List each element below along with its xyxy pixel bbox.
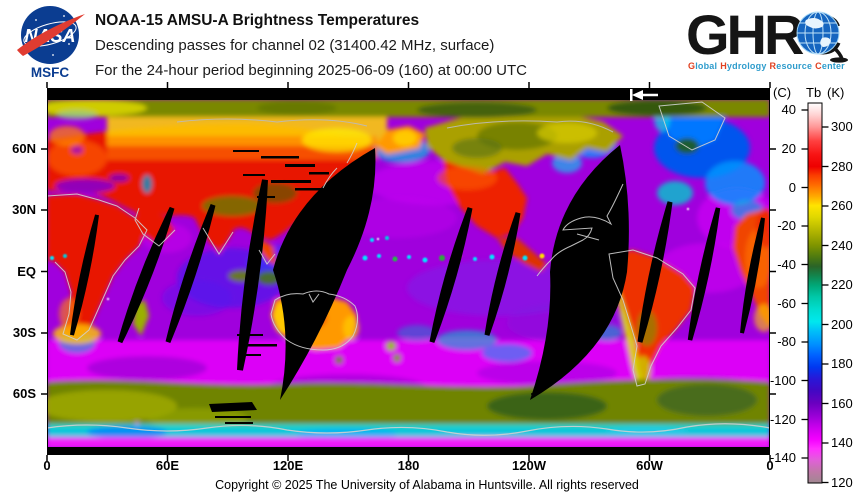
page-subtitle-channel: Descending passes for channel 02 (31400.… — [95, 37, 495, 54]
colorbar-unit-celsius: (C) — [773, 85, 792, 100]
map-raster — [47, 88, 770, 455]
x-ticks-top — [46, 82, 771, 88]
kelvin-label-260: 260 — [831, 198, 853, 213]
celsius-label--80: -80 — [777, 334, 796, 349]
lon-label-120w: 120W — [512, 458, 546, 473]
lon-label-180: 180 — [397, 458, 420, 473]
lat-label-60n: 60N — [12, 141, 36, 156]
nasa-orbit-ellipse — [23, 21, 77, 47]
ghrc-logo: GHRC — [686, 3, 848, 64]
map-border — [47, 88, 770, 455]
lon-label-0: 0 — [43, 458, 51, 473]
nasa-logo-stars — [31, 15, 70, 56]
lat-label-60s: 60S — [12, 386, 36, 401]
nasa-msfc-logo: NASA MSFC — [17, 6, 85, 79]
celsius-label--100: -100 — [769, 372, 796, 388]
lat-label-eq: EQ — [17, 263, 36, 279]
colorbar — [801, 102, 829, 484]
kelvin-label-300: 300 — [831, 119, 853, 134]
celsius-label-0: 0 — [788, 179, 796, 195]
swath-gap-large-north-america — [530, 145, 629, 400]
colorbar-ticks — [801, 109, 829, 484]
msfc-caption: MSFC — [31, 65, 69, 79]
lon-label-60e: 60E — [155, 458, 180, 473]
kelvin-label-140: 140 — [831, 435, 853, 450]
title-block: NOAA-15 AMSU-A Brightness Temperatures D… — [95, 8, 527, 83]
brightness-temperature-map — [41, 82, 776, 461]
copyright-text: Copyright © 2025 The University of Alaba… — [215, 478, 639, 492]
kelvin-label-220: 220 — [831, 277, 853, 292]
lat-label-30s: 30S — [12, 325, 36, 340]
scanline-artifacts — [209, 150, 546, 424]
y-ticks-left — [41, 148, 47, 395]
lon-label-60w: 60W — [636, 458, 663, 473]
colorbar-quantity-label: Tb — [806, 85, 822, 100]
y-ticks-right — [770, 148, 776, 395]
kelvin-label-120: 120 — [831, 474, 853, 490]
tagline-word: G — [688, 61, 696, 71]
kelvin-label-180: 180 — [831, 356, 853, 371]
celsius-label-40: 40 — [781, 102, 796, 117]
colorbar-bar — [807, 102, 823, 484]
kelvin-label-160: 160 — [831, 395, 853, 411]
ghrc-globe-icon — [796, 11, 848, 63]
map-axis-ticks — [41, 82, 776, 461]
coastlines — [47, 101, 770, 436]
celsius-label--140: -140 — [769, 450, 796, 465]
nasa-swoosh — [17, 14, 85, 56]
swath-gaps — [70, 145, 765, 400]
lat-label-30n: 30N — [12, 202, 36, 217]
kelvin-label-240: 240 — [831, 237, 853, 253]
lon-label-120e: 120E — [272, 458, 304, 473]
celsius-label--40: -40 — [777, 256, 796, 272]
celsius-label--60: -60 — [777, 295, 796, 311]
map-color-field — [47, 99, 770, 448]
kelvin-label-280: 280 — [831, 158, 853, 174]
x-ticks-bottom — [46, 455, 771, 461]
kelvin-label-200: 200 — [831, 316, 853, 332]
south-polar-gap-band — [47, 447, 770, 455]
swath-direction-arrow-icon — [630, 89, 658, 101]
celsius-label--20: -20 — [777, 218, 796, 233]
page-title: NOAA-15 AMSU-A Brightness Temperatures — [95, 12, 420, 29]
ghrc-tagline: Global Hydrology Resource Center — [688, 61, 845, 71]
colorbar-unit-kelvin: (K) — [827, 85, 845, 100]
page-subtitle-period: For the 24-hour period beginning 2025-06… — [95, 62, 527, 79]
swath-gap-large-west-pacific — [273, 148, 376, 400]
celsius-label-20: 20 — [781, 141, 796, 156]
north-polar-gap-band — [47, 88, 770, 100]
lon-label-0: 0 — [766, 458, 774, 473]
celsius-label--120: -120 — [769, 411, 796, 427]
